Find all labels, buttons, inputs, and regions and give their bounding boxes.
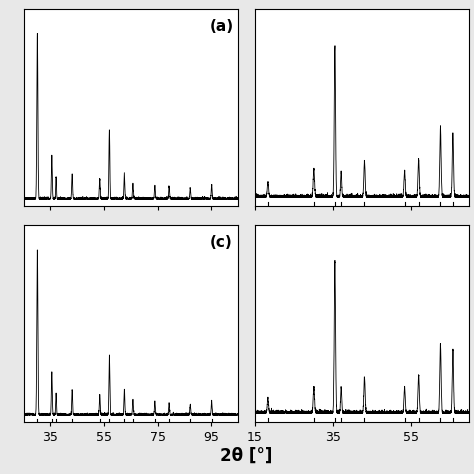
Text: (c): (c) [210, 235, 233, 250]
Text: 2θ [°]: 2θ [°] [220, 447, 273, 465]
Text: (a): (a) [210, 19, 234, 34]
